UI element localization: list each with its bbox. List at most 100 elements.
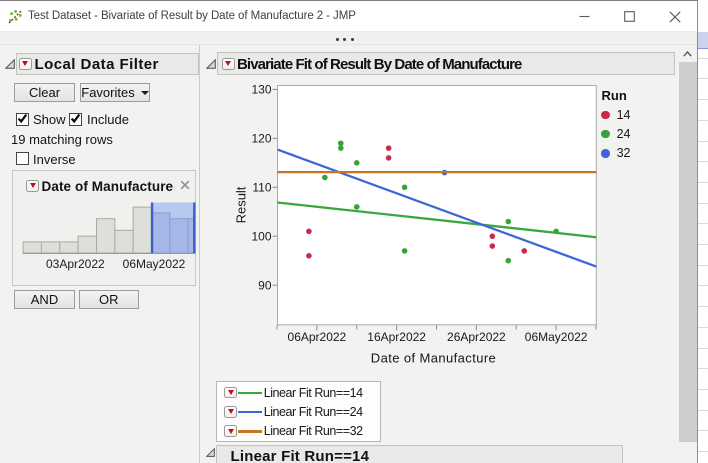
window-title: Test Dataset - Bivariate of Result by Da…	[28, 10, 356, 22]
scrollbar-up-button[interactable]	[679, 45, 697, 62]
scatter-point-run-14[interactable]	[520, 247, 527, 254]
fit-legend-row: Linear Fit Run==14	[217, 383, 381, 402]
histogram-axis-label: 03Apr2022	[45, 256, 105, 271]
plot-frame	[276, 84, 597, 325]
x-tick-label: 16Apr2022	[367, 329, 426, 343]
filter-collapse-triangle-icon[interactable]	[5, 58, 15, 69]
or-button[interactable]: OR	[79, 290, 139, 309]
bivariate-menu-button[interactable]	[221, 58, 235, 70]
menu-reveal-strip[interactable]	[0, 32, 698, 45]
table-row-line	[698, 223, 708, 225]
scatter-point-run-14[interactable]	[489, 242, 495, 249]
table-row-line	[698, 119, 708, 121]
background-window	[698, 0, 708, 463]
run-legend-item-14[interactable]: 14	[601, 106, 631, 124]
remove-filter-icon[interactable]	[180, 180, 190, 190]
scatter-point-run-24[interactable]	[504, 218, 511, 224]
clear-button-label: Clear	[28, 84, 61, 100]
bivariate-header-bar	[216, 52, 675, 76]
fit-line-swatch	[238, 391, 263, 394]
clear-button[interactable]: Clear	[14, 83, 75, 102]
red-triangle-icon	[227, 409, 234, 415]
scatter-point-run-14[interactable]	[385, 154, 391, 161]
run-legend-item-32[interactable]: 32	[601, 144, 631, 162]
fit-line	[276, 200, 596, 238]
histogram-bar[interactable]	[96, 218, 116, 254]
scatter-point-run-24[interactable]	[353, 159, 360, 166]
fit-legend-label: Linear Fit Run==14	[263, 385, 363, 400]
scatter-point-run-24[interactable]	[321, 174, 328, 180]
legend-item-label: 14	[616, 108, 631, 122]
chevron-up-icon	[683, 50, 692, 57]
fit-menu-button[interactable]	[224, 386, 238, 399]
linearfit-header-bar	[215, 444, 624, 463]
jmp-app-icon	[8, 9, 23, 24]
favorites-button[interactable]: Favorites	[80, 83, 150, 102]
bivariate-title: Bivariate Fit of Result By Date of Manuf…	[237, 55, 522, 73]
red-triangle-icon	[227, 390, 234, 396]
filter-histogram[interactable]	[21, 197, 197, 267]
scatter-point-run-24[interactable]	[353, 203, 360, 210]
bivariate-plot[interactable]: 90 100 110 120 130 06Apr2022 16Apr2022 26Apr202…	[251, 82, 597, 343]
scatter-point-run-14[interactable]	[305, 252, 312, 259]
and-button-label: AND	[30, 291, 59, 307]
fit-menu-button[interactable]	[224, 406, 238, 418]
window-right-border	[696, 1, 698, 463]
histogram-bar[interactable]	[22, 241, 42, 254]
menu-dots-icon	[336, 37, 354, 41]
red-triangle-icon	[29, 183, 36, 189]
dot	[336, 37, 339, 41]
scatter-point-run-24[interactable]	[504, 257, 511, 263]
histogram-bar-selected[interactable]	[169, 218, 189, 254]
histogram-bar-selected[interactable]	[187, 218, 197, 254]
histogram-bar[interactable]	[77, 235, 98, 254]
date-filter-title: Date of Manufacture	[41, 178, 174, 194]
scatter-point-run-24[interactable]	[401, 247, 407, 254]
table-row-line	[698, 181, 708, 183]
filter-menu-button[interactable]	[18, 58, 32, 70]
and-button[interactable]: AND	[14, 290, 75, 309]
fit-legend-box: Linear Fit Run==14 Linear Fit Run==24 Line…	[215, 380, 382, 442]
show-checkbox[interactable]	[15, 112, 29, 126]
run-legend-item-24[interactable]: 24	[601, 125, 631, 143]
vertical-scrollbar[interactable]	[679, 45, 697, 463]
histogram-bar[interactable]	[40, 241, 61, 254]
inverse-checkbox[interactable]	[15, 152, 29, 165]
scatter-point-run-14[interactable]	[385, 144, 391, 151]
table-row-line	[698, 306, 708, 308]
table-row-line	[698, 451, 708, 452]
maximize-button[interactable]	[607, 1, 653, 32]
include-label: Include	[87, 112, 129, 127]
close-button[interactable]	[653, 1, 699, 32]
fit-menu-button[interactable]	[224, 425, 238, 437]
bivariate-collapse-triangle-icon[interactable]	[206, 58, 216, 69]
scatter-point-run-14[interactable]	[489, 232, 495, 239]
x-tick-label: 26Apr2022	[447, 329, 506, 343]
table-row-line	[698, 99, 708, 101]
table-row-line	[698, 140, 708, 142]
histogram-bar-selected[interactable]	[151, 212, 171, 254]
histogram-bar[interactable]	[59, 241, 79, 254]
scatter-point-run-24[interactable]	[401, 183, 407, 190]
x-tick-label: 06Apr2022	[287, 329, 346, 343]
legend-item-label: 32	[616, 146, 631, 161]
scrollbar-thumb[interactable]	[679, 62, 697, 442]
include-checkbox[interactable]	[69, 112, 82, 126]
background-window-header	[698, 32, 708, 49]
red-triangle-icon	[225, 61, 231, 67]
title-bar[interactable]: Test Dataset - Bivariate of Result by Da…	[0, 1, 698, 32]
panel-divider	[198, 45, 200, 463]
y-tick-label: 90	[258, 278, 272, 292]
scatter-point-run-14[interactable]	[305, 228, 312, 234]
linearfit-collapse-triangle-icon[interactable]	[205, 447, 215, 457]
histogram-bar[interactable]	[114, 229, 134, 254]
scatter-point-run-24[interactable]	[337, 144, 344, 151]
date-filter-menu-button[interactable]	[26, 180, 39, 192]
minimize-button[interactable]	[562, 1, 608, 32]
legend-marker-icon	[601, 129, 610, 139]
legend-marker-icon	[601, 149, 610, 158]
scatter-point-run-24[interactable]	[337, 139, 344, 146]
histogram-bar[interactable]	[132, 206, 153, 254]
table-row-line	[698, 57, 708, 59]
table-row-line	[698, 161, 708, 163]
